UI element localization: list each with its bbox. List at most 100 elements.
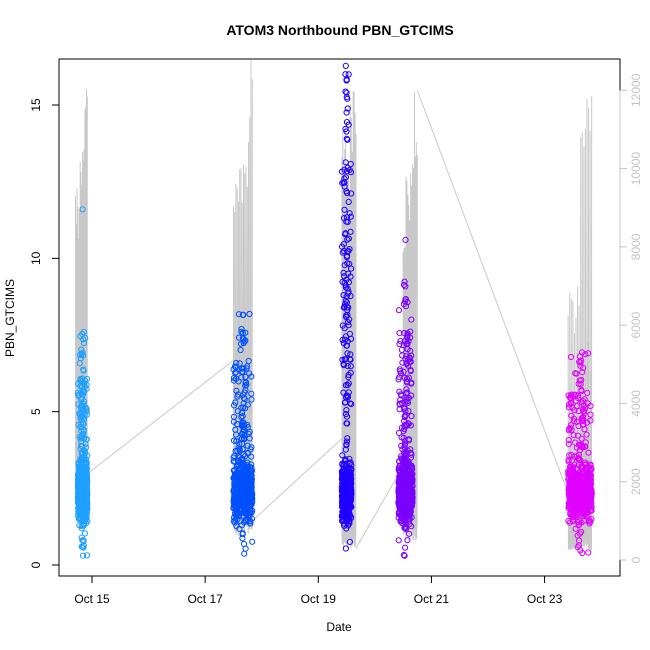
data-point	[575, 422, 582, 430]
data-point	[581, 513, 588, 520]
data-point	[572, 503, 579, 510]
data-point	[78, 351, 85, 359]
data-point	[344, 486, 351, 493]
data-point	[249, 499, 256, 506]
data-point	[242, 382, 249, 389]
data-point	[579, 369, 586, 376]
data-point	[573, 370, 580, 377]
data-point	[247, 520, 254, 527]
data-point-outlier	[576, 353, 584, 360]
data-point	[344, 435, 351, 442]
data-point	[342, 356, 349, 363]
data-point	[80, 447, 87, 454]
data-point	[407, 508, 414, 515]
data-point	[338, 498, 346, 505]
data-point	[343, 299, 350, 306]
data-point	[339, 480, 346, 487]
data-point	[401, 413, 408, 420]
y-right-tick-label: 6000	[629, 311, 643, 338]
data-point	[347, 400, 354, 407]
data-point	[342, 333, 350, 340]
data-point	[588, 504, 595, 511]
data-point	[347, 292, 354, 300]
data-point	[403, 422, 410, 429]
data-point-outlier	[79, 206, 86, 213]
data-point	[403, 390, 410, 397]
data-point	[402, 296, 409, 303]
data-point	[347, 469, 354, 476]
secondary-line-connector-4	[416, 90, 569, 494]
data-point	[241, 519, 248, 526]
data-point	[80, 340, 88, 347]
data-point	[83, 473, 90, 480]
data-point	[240, 394, 247, 401]
data-point	[232, 399, 239, 406]
data-point	[343, 407, 350, 414]
data-point	[588, 490, 595, 497]
data-point	[401, 486, 408, 493]
data-point	[404, 330, 411, 337]
data-point	[584, 389, 591, 396]
data-point	[237, 477, 244, 484]
y-right-tick-label: 2000	[629, 468, 643, 495]
data-point	[342, 457, 349, 464]
data-point	[397, 338, 404, 345]
data-point	[236, 447, 243, 454]
data-point	[79, 449, 86, 456]
data-point	[403, 509, 411, 516]
data-point	[588, 499, 595, 506]
data-point	[396, 330, 403, 337]
data-point	[339, 452, 346, 459]
data-point	[78, 509, 86, 516]
data-point	[407, 494, 414, 501]
data-point	[344, 489, 351, 496]
data-point	[572, 482, 579, 490]
data-point	[578, 386, 585, 393]
secondary-line-connector-2	[251, 438, 343, 522]
data-point	[585, 350, 592, 357]
data-point	[343, 342, 350, 349]
data-point	[345, 198, 352, 205]
data-point	[242, 502, 249, 509]
data-point	[588, 495, 595, 503]
data-point	[574, 392, 582, 399]
data-point	[231, 402, 238, 409]
data-point	[342, 297, 349, 304]
data-point	[347, 459, 354, 466]
y-right-tick-label: 12000	[629, 73, 643, 107]
data-point	[80, 366, 87, 373]
data-point	[339, 322, 346, 329]
data-point	[343, 438, 350, 445]
data-point	[575, 489, 582, 496]
data-point	[247, 492, 254, 499]
data-point	[575, 542, 583, 549]
data-point	[401, 405, 408, 412]
data-point	[565, 441, 572, 448]
data-point	[346, 246, 353, 253]
data-point	[570, 418, 578, 425]
data-point	[401, 552, 408, 559]
data-point	[80, 538, 87, 545]
data-point	[241, 485, 248, 492]
data-point	[579, 398, 587, 405]
secondary-line-layer	[75, 60, 593, 551]
data-point	[345, 235, 352, 242]
data-point	[574, 455, 582, 462]
data-point	[404, 481, 411, 488]
data-point	[408, 413, 415, 420]
data-point	[233, 387, 240, 394]
data-point	[577, 381, 584, 388]
data-point	[248, 373, 255, 380]
data-point	[238, 459, 245, 466]
x-tick-label: Oct 17	[187, 592, 223, 606]
data-point	[235, 493, 242, 500]
secondary-line-connector-1	[86, 359, 234, 475]
data-point	[566, 495, 573, 503]
data-point	[342, 411, 350, 418]
data-point	[343, 94, 350, 101]
data-point	[588, 466, 595, 473]
data-point	[344, 105, 351, 112]
data-point	[83, 482, 90, 489]
data-point	[408, 352, 415, 359]
data-point	[344, 363, 351, 370]
